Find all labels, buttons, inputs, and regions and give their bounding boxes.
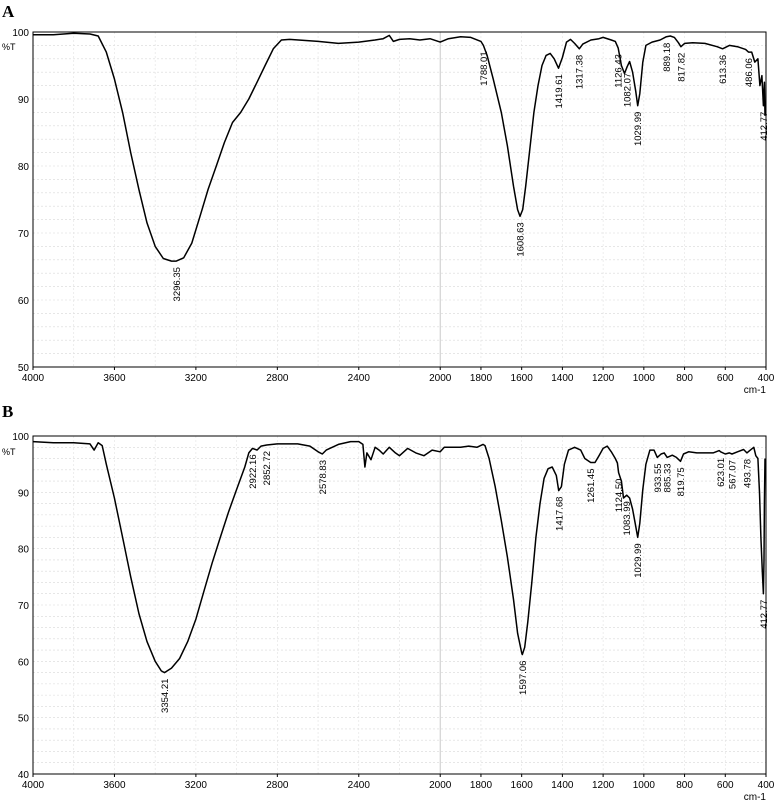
y-tick-label: 90 (18, 488, 30, 499)
x-tick-label: 600 (717, 373, 734, 384)
grid (32, 435, 767, 775)
x-tick-label: 1400 (551, 373, 574, 384)
peak-label: 2922.16 (248, 454, 259, 488)
panel-label-b: B (2, 402, 14, 421)
y-tick-label: 100 (12, 28, 29, 39)
x-tick-label: 3600 (103, 373, 126, 384)
grid (32, 31, 767, 368)
spectrum-line (32, 440, 766, 674)
y-axis-label: %T (2, 447, 16, 457)
y-tick-label: 60 (18, 657, 30, 668)
plot-frame (32, 435, 767, 775)
y-axis-label: %T (2, 42, 16, 52)
x-tick-label: 800 (676, 373, 693, 384)
y-tick-label: 50 (18, 714, 30, 725)
peak-label: 1029.99 (633, 112, 644, 146)
y-tick-label: 60 (18, 296, 30, 307)
x-tick-label: 1600 (511, 373, 534, 384)
peak-label: 817.82 (676, 53, 687, 82)
x-tick-label: 3600 (103, 780, 126, 791)
x-tick-label: 400 (758, 780, 775, 791)
peak-label: 889.18 (662, 43, 673, 72)
peak-label: 613.36 (718, 55, 729, 84)
x-tick-label: 4000 (22, 780, 45, 791)
peak-label: 493.78 (742, 459, 753, 488)
y-tick-label: 80 (18, 162, 30, 173)
x-tick-label: 800 (676, 780, 693, 791)
spectrum-chart-a: 4000 3600 3200 2800 2400 2000 1600 1200 800 400 18… (2, 28, 775, 396)
x-tick-label: 2000 (429, 780, 452, 791)
peak-label: 3354.21 (160, 679, 171, 713)
x-tick-label: 1800 (470, 780, 493, 791)
peak-label: 623.01 (716, 458, 727, 487)
peak-label: 819.75 (676, 467, 687, 496)
peak-label: 1083.99 (622, 501, 633, 535)
peak-label: 1029.99 (633, 543, 644, 577)
x-tick-label: 1600 (511, 780, 534, 791)
x-tick-label: 1400 (551, 780, 574, 791)
peak-label: 2852.72 (262, 451, 273, 485)
x-axis-label: cm-1 (744, 792, 767, 803)
y-tick-label: 80 (18, 545, 30, 556)
peak-label: 412.77 (759, 112, 770, 141)
plot-frame (32, 31, 767, 368)
spectrum-line (33, 32, 766, 262)
x-tick-label: 3200 (185, 373, 208, 384)
spectrum-panel-a: A 4000 3600 3200 2800 2400 2000 1600 1200 800 400… (0, 0, 778, 400)
y-tick-label: 70 (18, 601, 30, 612)
peak-label: 885.33 (663, 463, 674, 492)
x-tick-label: 3200 (185, 780, 208, 791)
peak-label: 1417.68 (554, 497, 565, 531)
x-tick-label: 600 (717, 780, 734, 791)
y-tick-label: 70 (18, 229, 30, 240)
x-tick-label: 2400 (348, 373, 371, 384)
peak-label: 1082.07 (623, 73, 634, 107)
peak-label: 1597.06 (518, 661, 529, 695)
x-tick-label: 4000 (22, 373, 45, 384)
peak-label: 1608.63 (515, 222, 526, 256)
peak-label: 412.77 (759, 600, 770, 629)
x-tick-label: 1000 (633, 373, 656, 384)
peak-label: 3296.35 (172, 267, 183, 301)
panel-label-a: A (2, 2, 15, 21)
peak-label: 486.06 (744, 58, 755, 87)
x-tick-label: 1800 (470, 373, 493, 384)
x-tick-label: 2400 (348, 780, 371, 791)
peak-label: 2578.83 (318, 460, 329, 494)
x-tick-label: 2800 (266, 780, 289, 791)
peak-label: 1124.50 (614, 479, 625, 513)
y-tick-label: 50 (18, 363, 30, 374)
peak-label: 1261.45 (586, 469, 597, 503)
peak-label: 1419.61 (554, 74, 565, 108)
x-axis-label: cm-1 (744, 385, 767, 396)
x-tick-label: 1200 (592, 780, 615, 791)
spectrum-panel-b: B 4000 3600 3200 2800 2400 2000 1600 1200 800 400… (0, 400, 778, 804)
peak-label: 567.07 (728, 460, 739, 489)
peak-label: 1317.38 (575, 55, 586, 89)
x-tick-label: 1200 (592, 373, 615, 384)
x-tick-label: 400 (758, 373, 775, 384)
y-tick-label: 40 (18, 770, 30, 781)
peak-label: 1788.01 (479, 51, 490, 85)
x-tick-label: 2800 (266, 373, 289, 384)
peak-label: 933.55 (653, 463, 664, 492)
y-tick-label: 100 (12, 432, 29, 443)
x-tick-label: 1000 (633, 780, 656, 791)
y-tick-label: 90 (18, 95, 30, 106)
peak-label: 1126.43 (614, 54, 625, 88)
x-tick-label: 2000 (429, 373, 452, 384)
spectrum-chart-b: 4000 3600 3200 2800 2400 2000 1600 1200 800 400 18… (2, 432, 775, 803)
